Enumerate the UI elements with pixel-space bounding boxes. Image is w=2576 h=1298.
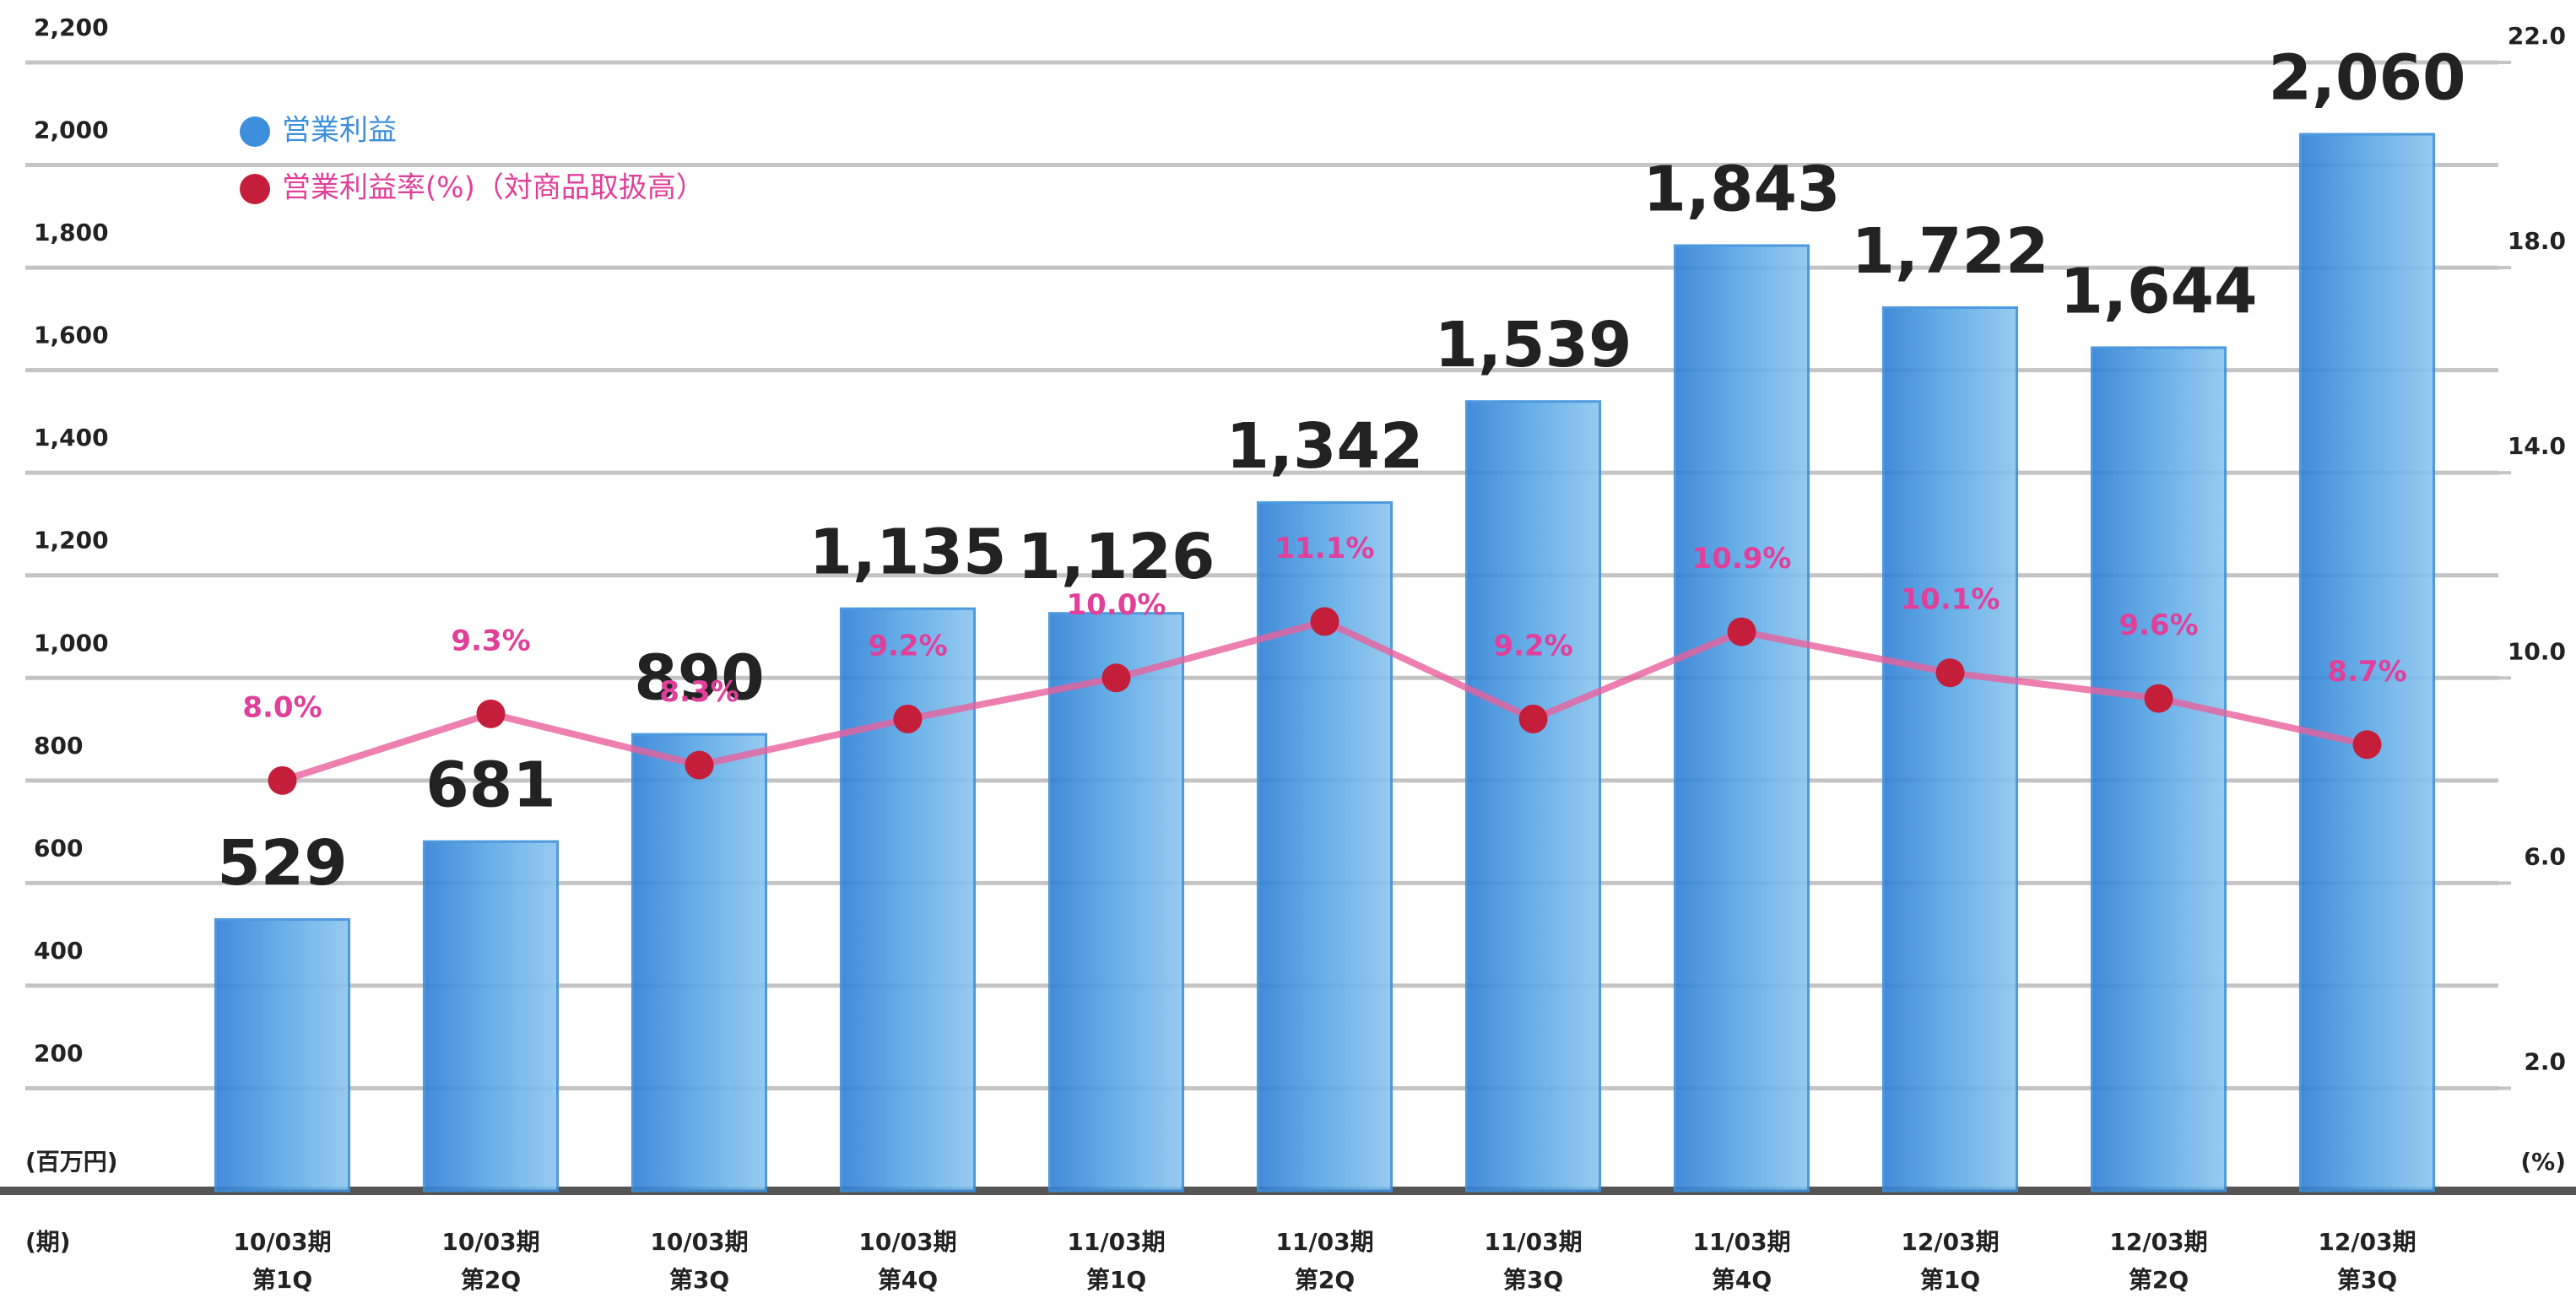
line-point <box>2352 730 2382 760</box>
x-tick-label: 第3Q <box>2337 1266 2397 1294</box>
y-tick-label: 400 <box>34 937 83 965</box>
x-tick-label: 11/03期 <box>1275 1228 1373 1256</box>
x-tick-label: 第1Q <box>252 1266 312 1294</box>
line-value-label: 8.7% <box>2327 655 2406 689</box>
line-point <box>1101 663 1131 693</box>
y2-tick-label: 18.0 <box>2508 227 2566 255</box>
bar <box>2298 133 2436 1193</box>
bar <box>1673 244 1810 1193</box>
y-tick-label: 1,000 <box>34 629 109 657</box>
y-tick-label: 200 <box>34 1039 83 1067</box>
legend-label: 営業利益率(%)（対商品取扱高） <box>282 171 705 205</box>
bar <box>1464 400 1602 1193</box>
bar <box>630 733 768 1193</box>
bar <box>839 607 977 1193</box>
x-tick-label: 11/03期 <box>1067 1228 1165 1256</box>
x-tick-label: 10/03期 <box>858 1228 956 1256</box>
line-point <box>1727 617 1756 646</box>
x-tick-label: 10/03期 <box>233 1228 331 1256</box>
line-value-label: 11.1% <box>1275 532 1375 565</box>
y-tick-label: 600 <box>34 834 83 862</box>
y2-axis-label: (%) <box>2520 1148 2566 1176</box>
x-tick-label: 第1Q <box>1920 1266 1980 1294</box>
line-value-label: 10.9% <box>1692 542 1792 576</box>
line-point <box>476 699 506 728</box>
x-tick-label: 第2Q <box>461 1266 521 1294</box>
bar-value-label: 1,126 <box>1017 521 1215 593</box>
y-tick-label: 1,400 <box>34 424 109 452</box>
x-tick-label: 第2Q <box>2129 1266 2189 1294</box>
y-tick-label: 2,000 <box>34 116 109 144</box>
line-point <box>893 704 923 733</box>
bar-value-label: 1,843 <box>1642 153 1840 225</box>
y2-tick-label: 2.0 <box>2524 1047 2566 1075</box>
bar-value-label: 1,644 <box>2059 255 2257 327</box>
bar-value-label: 1,342 <box>1226 410 1423 483</box>
bar-value-label: 1,539 <box>1434 309 1632 381</box>
line-value-label: 9.2% <box>1493 629 1572 663</box>
x-tick-label: 12/03期 <box>1901 1228 1999 1256</box>
legend-marker <box>240 116 270 147</box>
line-point <box>685 750 714 780</box>
line-point <box>2144 684 2173 713</box>
line-value-label: 8.0% <box>242 690 322 724</box>
bar-value-label: 2,060 <box>2268 42 2465 115</box>
y-tick-label: 1,800 <box>34 219 109 246</box>
legend-marker <box>240 174 270 204</box>
x-tick-label: 第4Q <box>878 1266 938 1294</box>
line-value-label: 9.6% <box>2119 608 2198 642</box>
x-axis-label: (期) <box>25 1228 71 1256</box>
y-tick-label: 1,200 <box>34 527 109 554</box>
line-point <box>268 765 297 795</box>
x-tick-label: 10/03期 <box>650 1228 748 1256</box>
line-value-label: 10.0% <box>1067 588 1166 622</box>
y2-tick-label: 6.0 <box>2524 842 2566 870</box>
x-tick-label: 第3Q <box>1503 1266 1563 1294</box>
bar-value-label: 890 <box>634 642 764 715</box>
line-value-label: 10.1% <box>1901 583 2000 617</box>
bar <box>1881 306 2019 1193</box>
x-tick-label: 10/03期 <box>441 1228 539 1256</box>
legend-label: 営業利益 <box>282 114 397 148</box>
bar <box>1047 612 1185 1193</box>
bar <box>2090 346 2227 1193</box>
y-tick-label: 1,600 <box>34 322 109 349</box>
x-tick-label: 第3Q <box>669 1266 729 1294</box>
bar-value-label: 681 <box>425 749 555 822</box>
line-value-label: 9.2% <box>868 629 947 663</box>
line-value-label: 9.3% <box>451 624 530 657</box>
line-point <box>1310 607 1339 636</box>
bar-value-label: 529 <box>217 827 347 900</box>
y-tick-label: 2,200 <box>34 14 109 41</box>
line-point <box>1935 658 1965 688</box>
bar <box>422 840 560 1193</box>
x-tick-label: 11/03期 <box>1484 1228 1582 1256</box>
bar <box>214 918 351 1193</box>
x-tick-label: 第1Q <box>1086 1266 1146 1294</box>
bar <box>1256 500 1394 1193</box>
bar-value-label: 1,135 <box>809 516 1006 589</box>
y2-tick-label: 14.0 <box>2508 432 2566 460</box>
x-tick-label: 第4Q <box>1712 1266 1772 1294</box>
y2-tick-label: 22.0 <box>2508 22 2566 50</box>
line-value-label: 8.3% <box>659 675 739 709</box>
x-tick-label: 12/03期 <box>2318 1228 2416 1256</box>
line-point <box>1518 704 1548 733</box>
y-tick-label: 800 <box>34 732 83 760</box>
x-tick-label: 12/03期 <box>2109 1228 2207 1256</box>
x-tick-label: 第2Q <box>1295 1266 1355 1294</box>
y2-tick-label: 10.0 <box>2508 637 2566 665</box>
x-tick-label: 11/03期 <box>1692 1228 1790 1256</box>
bar-value-label: 1,722 <box>1851 215 2048 288</box>
y-axis-label: (百万円) <box>25 1148 118 1176</box>
